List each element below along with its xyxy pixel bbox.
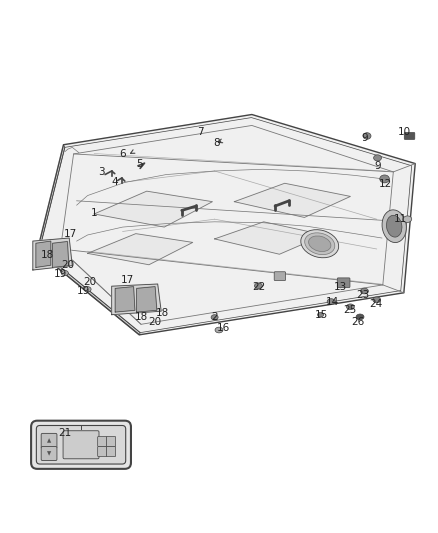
FancyBboxPatch shape <box>36 425 126 464</box>
FancyBboxPatch shape <box>41 447 57 461</box>
FancyBboxPatch shape <box>106 447 116 457</box>
Text: 20: 20 <box>148 317 162 327</box>
Ellipse shape <box>403 216 412 222</box>
Polygon shape <box>94 191 212 227</box>
Ellipse shape <box>373 297 381 303</box>
Polygon shape <box>37 250 140 335</box>
Text: 18: 18 <box>135 312 148 322</box>
Ellipse shape <box>309 236 331 252</box>
Text: ▼: ▼ <box>47 451 51 456</box>
Text: 25: 25 <box>343 305 356 316</box>
Text: 9: 9 <box>374 161 381 171</box>
Text: 26: 26 <box>352 317 365 327</box>
Polygon shape <box>37 145 65 251</box>
Polygon shape <box>33 238 72 270</box>
Text: 9: 9 <box>361 133 368 143</box>
Ellipse shape <box>327 298 335 304</box>
Ellipse shape <box>356 314 364 320</box>
Text: 13: 13 <box>334 281 347 292</box>
Text: 21: 21 <box>58 428 71 438</box>
Polygon shape <box>88 233 193 265</box>
Text: 22: 22 <box>252 282 265 292</box>
Polygon shape <box>112 284 161 314</box>
Ellipse shape <box>382 210 406 243</box>
Polygon shape <box>37 115 415 335</box>
FancyBboxPatch shape <box>106 437 116 447</box>
Text: 1: 1 <box>91 208 98 218</box>
Text: 7: 7 <box>197 127 204 137</box>
Polygon shape <box>53 241 69 268</box>
Polygon shape <box>215 222 324 254</box>
Polygon shape <box>234 183 350 217</box>
Text: 3: 3 <box>98 167 105 177</box>
Ellipse shape <box>318 312 324 317</box>
Text: 2: 2 <box>212 312 219 322</box>
Ellipse shape <box>215 327 223 333</box>
Text: 18: 18 <box>41 249 54 260</box>
Text: 15: 15 <box>315 310 328 320</box>
Text: 20: 20 <box>61 260 74 270</box>
Ellipse shape <box>386 215 402 237</box>
FancyBboxPatch shape <box>63 431 99 459</box>
Text: 17: 17 <box>64 229 77 239</box>
Text: 23: 23 <box>356 290 369 301</box>
FancyBboxPatch shape <box>98 437 107 447</box>
FancyBboxPatch shape <box>404 133 415 140</box>
Text: 11: 11 <box>394 214 407 224</box>
Ellipse shape <box>301 230 339 258</box>
Text: 5: 5 <box>136 159 143 169</box>
Text: 6: 6 <box>119 149 126 159</box>
Text: 4: 4 <box>111 176 118 187</box>
Ellipse shape <box>61 270 68 276</box>
Polygon shape <box>36 241 51 268</box>
Text: 24: 24 <box>369 299 382 309</box>
FancyBboxPatch shape <box>41 433 57 448</box>
FancyBboxPatch shape <box>337 278 350 287</box>
Ellipse shape <box>374 155 381 161</box>
Polygon shape <box>137 287 157 312</box>
FancyBboxPatch shape <box>274 272 286 280</box>
FancyBboxPatch shape <box>98 447 107 457</box>
Text: 18: 18 <box>156 308 169 318</box>
Ellipse shape <box>84 287 91 292</box>
Ellipse shape <box>360 288 368 294</box>
Text: ▲: ▲ <box>47 438 51 443</box>
Ellipse shape <box>211 314 218 320</box>
Ellipse shape <box>346 304 354 310</box>
Text: 16: 16 <box>216 323 230 333</box>
Text: 17: 17 <box>121 274 134 285</box>
Text: 14: 14 <box>325 296 339 306</box>
Ellipse shape <box>305 233 335 255</box>
Text: 10: 10 <box>398 127 411 137</box>
Ellipse shape <box>254 283 262 288</box>
Ellipse shape <box>380 175 389 183</box>
Polygon shape <box>115 287 135 312</box>
Ellipse shape <box>363 133 371 139</box>
Text: 12: 12 <box>378 179 392 189</box>
FancyBboxPatch shape <box>31 421 131 469</box>
Text: 19: 19 <box>54 269 67 279</box>
Text: 19: 19 <box>77 286 90 296</box>
Text: 8: 8 <box>213 138 220 148</box>
Text: 20: 20 <box>84 277 97 287</box>
